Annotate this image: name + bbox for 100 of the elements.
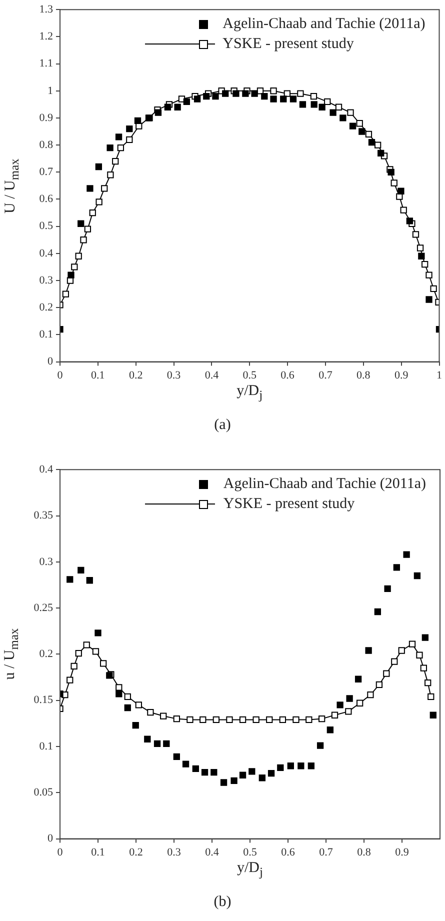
- point: [80, 236, 87, 244]
- point: [116, 684, 122, 691]
- point: [242, 90, 249, 97]
- point: [279, 716, 286, 724]
- point: [336, 702, 344, 708]
- point: [324, 98, 331, 106]
- y-tick-label: 0.15: [34, 694, 54, 706]
- y-tick-label: 0.3: [39, 274, 54, 286]
- point: [340, 114, 346, 122]
- point: [164, 104, 172, 110]
- point: [408, 640, 416, 648]
- point: [358, 128, 366, 135]
- point: [210, 769, 218, 776]
- x-tick-label: 0.6: [280, 369, 295, 382]
- point: [393, 564, 400, 571]
- point: [101, 185, 108, 192]
- point: [84, 226, 92, 232]
- y-tick-label: 0.2: [39, 648, 53, 660]
- point: [365, 130, 372, 138]
- point: [297, 90, 304, 97]
- point: [430, 285, 437, 292]
- y-tick-label: 0.7: [39, 166, 54, 178]
- point: [326, 726, 334, 734]
- point: [280, 96, 287, 102]
- point: [400, 206, 407, 214]
- point: [287, 762, 294, 770]
- point: [388, 168, 394, 176]
- point: [239, 772, 246, 778]
- point: [194, 96, 201, 102]
- point: [252, 716, 260, 724]
- x-tick-label: 0.8: [356, 369, 371, 382]
- point: [384, 585, 391, 592]
- x-tick-label: 0.2: [128, 369, 143, 382]
- point: [92, 648, 100, 655]
- point: [347, 109, 354, 116]
- point: [212, 92, 219, 100]
- text: (a): [213, 417, 232, 434]
- y-tick-label: 0.05: [34, 786, 54, 799]
- point: [251, 90, 258, 97]
- point: [316, 742, 324, 749]
- point: [134, 117, 142, 124]
- point: [270, 88, 277, 94]
- point: [378, 150, 384, 157]
- point: [406, 218, 413, 224]
- point: [426, 296, 432, 303]
- point: [270, 96, 277, 102]
- x-axis-title: y/D$_{j}$: [237, 860, 263, 880]
- point: [365, 647, 372, 654]
- y-tick-label: 1.1: [39, 58, 53, 70]
- point: [220, 779, 228, 786]
- point: [75, 650, 82, 657]
- point: [107, 172, 114, 178]
- point: [356, 120, 363, 127]
- point: [416, 652, 423, 658]
- point: [68, 272, 74, 278]
- point: [174, 104, 181, 110]
- point: [183, 98, 190, 106]
- point: [330, 109, 336, 116]
- x-axis-title: y/D$_{j}$: [236, 383, 263, 403]
- point: [78, 220, 84, 227]
- x-tick-label: 0.2: [129, 846, 143, 858]
- point: [66, 576, 74, 583]
- point: [335, 104, 342, 110]
- point: [308, 762, 315, 770]
- point: [318, 104, 326, 110]
- point: [100, 660, 107, 667]
- point: [132, 722, 139, 729]
- y-tick-label: 0.6: [39, 193, 54, 206]
- x-tick-label: 0.9: [395, 846, 410, 858]
- y-tick-label: 0: [48, 356, 54, 368]
- point: [412, 231, 420, 238]
- point: [178, 96, 186, 102]
- point: [71, 264, 78, 270]
- point: [426, 272, 432, 278]
- point: [89, 209, 96, 216]
- x-tick-label: 0.7: [319, 846, 334, 858]
- point: [173, 753, 180, 760]
- point: [331, 712, 338, 718]
- point: [144, 736, 151, 742]
- x-tick-label: 0.5: [242, 369, 257, 382]
- point: [96, 198, 102, 206]
- x-tick-label: 0.4: [204, 369, 220, 382]
- y-tick-label: 1: [48, 84, 53, 97]
- point: [268, 770, 275, 777]
- legend-label: YSKE - present study: [222, 34, 354, 54]
- point: [154, 109, 162, 116]
- x-tick-label: 0: [57, 846, 64, 858]
- point: [310, 92, 318, 100]
- point: [346, 695, 353, 702]
- point: [391, 658, 398, 665]
- point: [232, 90, 240, 97]
- point: [424, 679, 432, 686]
- y-tick-label: 0.4: [39, 463, 54, 476]
- point: [390, 180, 398, 186]
- point: [116, 690, 122, 698]
- point: [78, 566, 84, 574]
- point: [414, 572, 421, 580]
- x-tick-label: 0.3: [166, 369, 182, 382]
- point: [147, 709, 154, 716]
- point: [70, 662, 78, 670]
